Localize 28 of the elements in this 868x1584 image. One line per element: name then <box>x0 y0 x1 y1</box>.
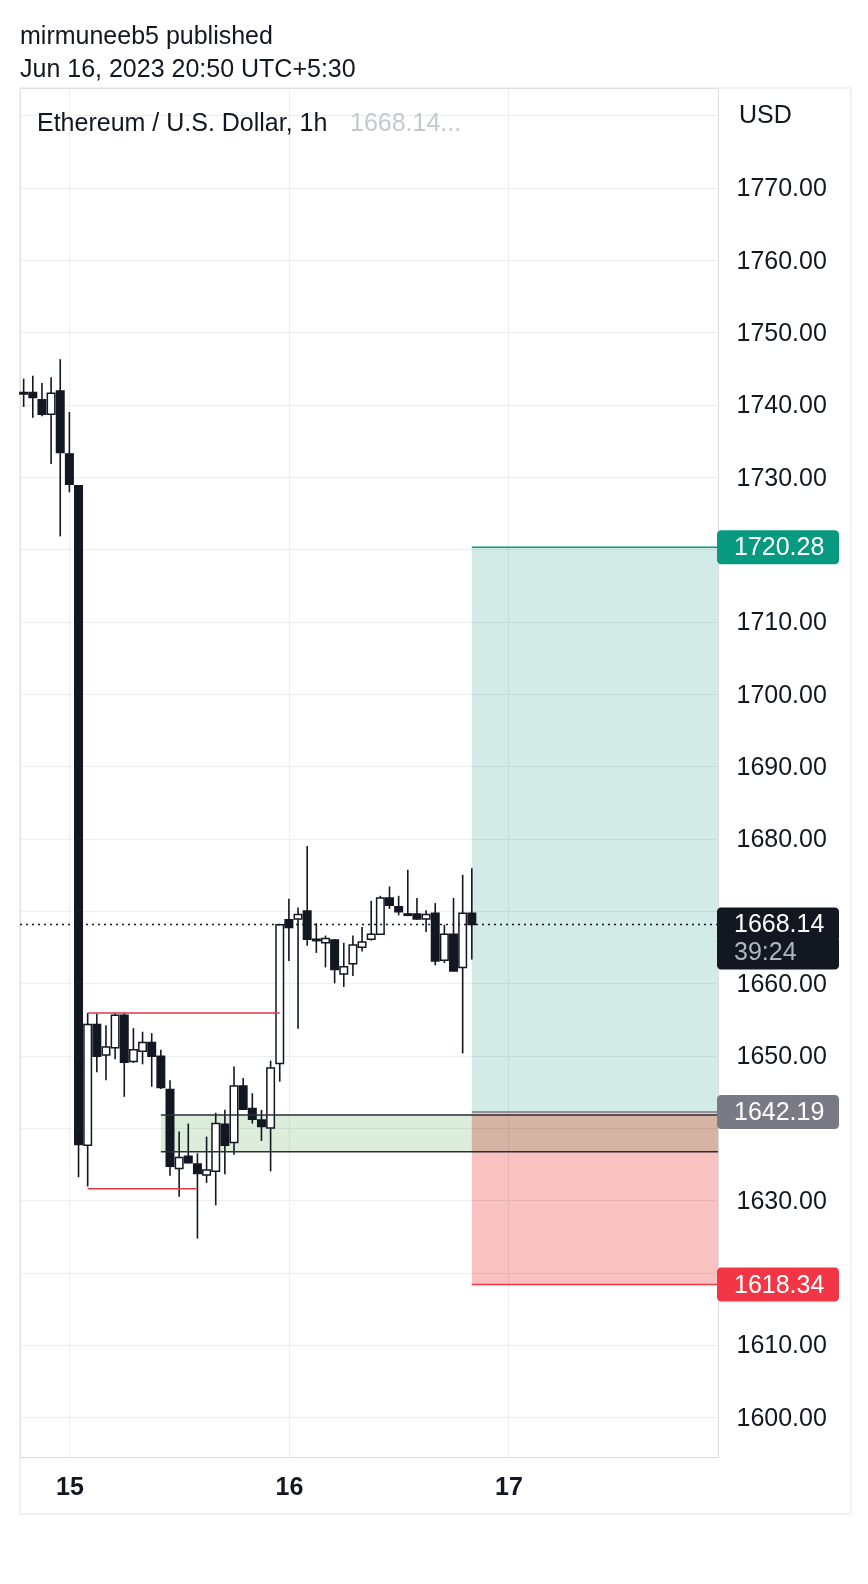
y-tick-label: 1730.00 <box>736 462 827 491</box>
text: mirmuneeb5 published <box>20 21 273 49</box>
y-tick-label: 1770.00 <box>736 173 827 202</box>
y-tick-label: 1760.00 <box>736 245 827 274</box>
y-tick-label: 1600.00 <box>736 1402 827 1431</box>
y-tick-label: 1650.00 <box>736 1041 827 1070</box>
text: 39:24 <box>734 937 797 966</box>
y-tick-label: 1660.00 <box>736 968 827 997</box>
text: Jun 16, 2023 20:50 UTC+5:30 <box>20 54 356 83</box>
y-tick-label: 1740.00 <box>736 390 827 419</box>
y-tick-label: 1710.00 <box>736 607 827 636</box>
text: Ethereum / U.S. Dollar, 1h <box>37 108 328 136</box>
ref-line-label: 1618.34 <box>734 1269 825 1298</box>
ref-line-label: 1720.28 <box>734 532 825 561</box>
ref-line-label: 1668.14 <box>734 909 825 938</box>
x-tick-label: 16 <box>275 1471 304 1500</box>
candlestick <box>394 895 404 917</box>
y-axis-title: USD <box>739 100 792 128</box>
x-tick-label: 15 <box>55 1471 84 1500</box>
x-tick-label: 17 <box>495 1471 523 1500</box>
y-tick-label: 1750.00 <box>736 317 827 346</box>
y-tick-label: 1690.00 <box>736 751 827 780</box>
y-tick-label: 1630.00 <box>736 1185 827 1214</box>
annotation: 1668.14... <box>350 108 462 136</box>
y-tick-label: 1680.00 <box>736 824 827 853</box>
ref-line-label: 1642.19 <box>734 1097 825 1126</box>
y-tick-label: 1700.00 <box>736 679 827 708</box>
y-tick-label: 1610.00 <box>736 1330 827 1359</box>
